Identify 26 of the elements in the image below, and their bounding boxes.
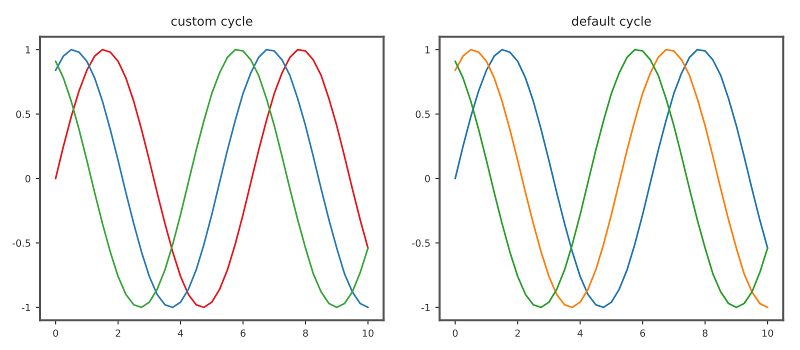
- y-tick-label: -0.5: [412, 239, 430, 247]
- x-tick-label: 4: [178, 330, 184, 337]
- y-tick-label: 0.5: [16, 110, 30, 118]
- y-tick-label: 0.5: [416, 110, 430, 118]
- x-tick-label: 0: [53, 329, 58, 337]
- x-tick-label: 10: [362, 329, 374, 337]
- y-tick-label: -0.5: [12, 239, 30, 247]
- y-tick-label: -1: [22, 304, 30, 312]
- y-tick-label: 0: [25, 174, 30, 182]
- x-tick-label: 2: [116, 329, 120, 337]
- x-tick-label: 8: [303, 329, 308, 337]
- y-tick-label: 1: [26, 46, 30, 54]
- x-tick-label: 2: [515, 329, 520, 337]
- y-tick-label: 1: [425, 46, 430, 54]
- x-tick-label: 0: [452, 329, 458, 337]
- x-tick-label: 8: [702, 329, 708, 337]
- x-tick-label: 6: [240, 329, 246, 337]
- y-tick-label: -1: [421, 304, 430, 312]
- line-series: [54, 48, 369, 308]
- x-tick-label: 10: [762, 329, 774, 337]
- x-tick-label: 4: [578, 330, 583, 337]
- y-tick-label: 0: [425, 174, 430, 182]
- x-tick-label: 6: [640, 329, 646, 337]
- chart-title: custom cycle: [171, 16, 252, 28]
- chart-title: default cycle: [572, 16, 651, 28]
- line-series: [454, 48, 768, 308]
